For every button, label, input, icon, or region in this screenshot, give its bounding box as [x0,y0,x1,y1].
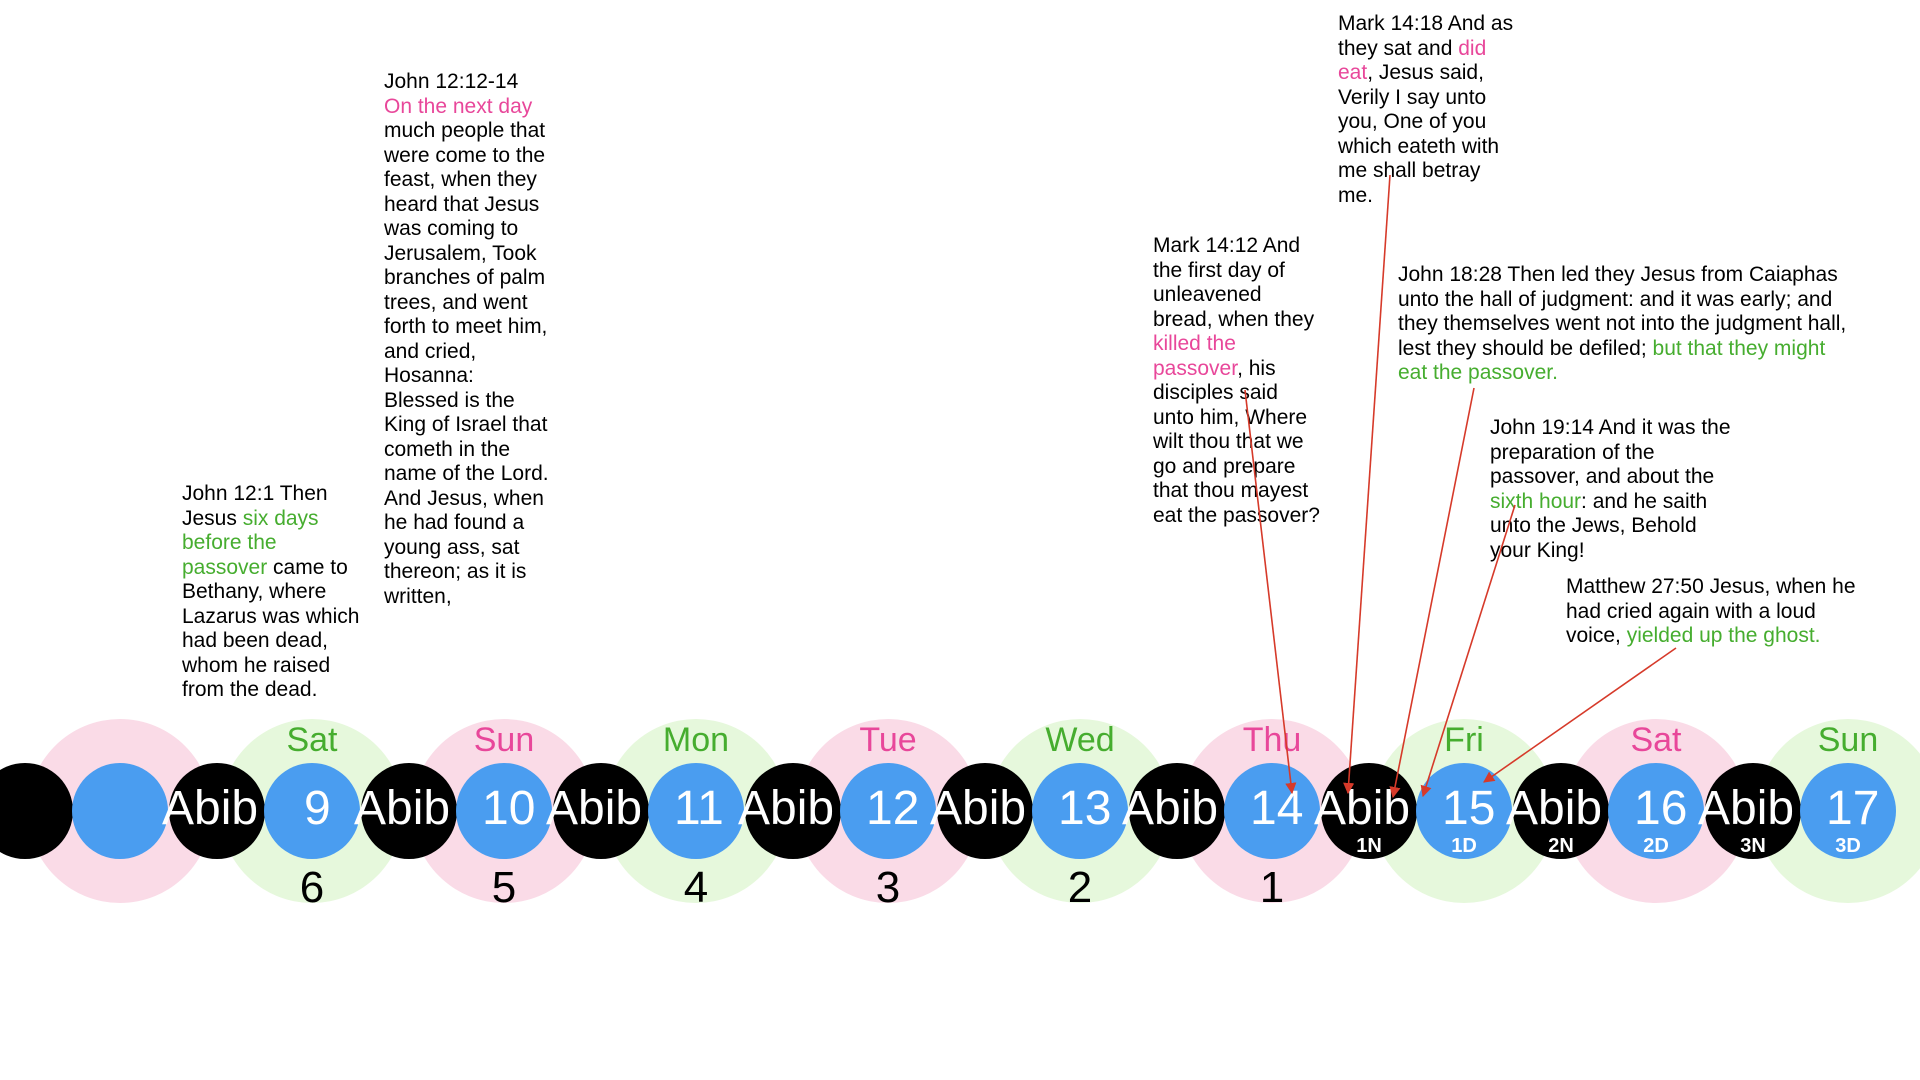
night-dot [361,763,457,859]
day-label: 3D [1835,835,1861,857]
night-label: 1N [1356,835,1382,857]
abib-label: Abib [930,782,1027,835]
verse-text: John 19:14 And it was the preparation of… [1490,416,1731,488]
arrow [1343,174,1391,795]
arrow [1483,647,1677,783]
countdown-number: 5 [491,863,517,912]
highlighted-phrase: killed the passover [1153,332,1238,380]
highlighted-phrase: six days before the passover [182,506,319,579]
verse-text: came to Bethany, where Lazarus was which… [182,555,360,702]
night-dot [1321,763,1417,859]
day-name: Sat [1630,721,1682,759]
abib-label: Abib [354,782,451,835]
day-dot [1800,763,1896,859]
night-dot [553,763,649,859]
arrow [1420,504,1516,798]
abib-day-number: 16 [1634,782,1688,835]
verse-text: John 18:28 Then led they Jesus from Caia… [1398,263,1847,360]
day-dot [840,763,936,859]
countdown-number: 3 [875,863,901,912]
day-dot [1416,763,1512,859]
night-dot [1129,763,1225,859]
day-dot [1032,763,1128,859]
verse-text: much people that were come to the feast,… [384,119,549,608]
day-label: 2D [1643,835,1669,857]
abib-label: Abib [546,782,643,835]
verse-text: John 12:1 Then Jesus [182,482,328,530]
abib-day-number: 17 [1826,782,1880,835]
day-dot [456,763,552,859]
verse-text: John 12:12-14 [384,70,519,93]
abib-label: Abib [1506,782,1603,835]
day-label: 1D [1451,835,1477,857]
day-name: Sun [1817,721,1879,759]
abib-label: Abib [1698,782,1795,835]
night-dot [745,763,841,859]
day-dot [648,763,744,859]
arrow [1389,387,1475,799]
verse-text: Mark 14:12 And the first day of unleaven… [1153,234,1315,331]
abib-day-number: 9 [304,782,331,835]
note-mark-14-18: Mark 14:18 And as they sat and did eat, … [1338,12,1518,208]
verse-text: : and he saith unto the Jews, Behold you… [1490,489,1708,562]
note-john-18-28: John 18:28 Then led they Jesus from Caia… [1398,263,1858,386]
abib-label: Abib [738,782,835,835]
countdown-number: 4 [683,863,709,912]
abib-day-number: 13 [1058,782,1112,835]
abib-day-number: 10 [482,782,536,835]
arrow [1244,389,1297,795]
night-label: 2N [1548,835,1574,857]
countdown-number: 1 [1259,863,1285,912]
note-john-12-1: John 12:1 Then Jesus six days before the… [182,482,367,703]
note-john-19-14: John 19:14 And it was the preparation of… [1490,416,1735,563]
abib-label: Abib [162,782,259,835]
highlighted-phrase: yielded up the ghost. [1626,624,1821,647]
night-dot [937,763,1033,859]
night-dot [1513,763,1609,859]
day-name: Sun [473,721,535,759]
day-dot [72,763,168,859]
night-dot [169,763,265,859]
abib-day-number: 11 [674,782,724,835]
note-john-12-12: John 12:12-14 On the next day much peopl… [384,70,550,609]
day-dot [1608,763,1704,859]
abib-day-number: 15 [1442,782,1496,835]
countdown-number: 6 [299,863,325,912]
day-dot [1224,763,1320,859]
day-name: Fri [1444,721,1484,759]
abib-label: Abib [1122,782,1219,835]
day-name: Wed [1045,721,1115,759]
day-name: Tue [859,721,917,759]
verse-text: , Jesus said, Verily I say unto you, One… [1338,61,1500,207]
night-dot [1705,763,1801,859]
day-name: Mon [662,721,730,759]
highlighted-phrase: did eat [1338,36,1487,85]
note-matthew-27-50: Matthew 27:50 Jesus, when he had cried a… [1566,575,1866,649]
day-name: Sat [286,721,338,759]
day-dot [264,763,360,859]
abib-day-number: 12 [866,782,920,835]
verse-text: Mark 14:18 And as they sat and [1338,12,1514,60]
highlighted-phrase: On the next day [384,94,533,118]
verse-text: Matthew 27:50 Jesus, when he had cried a… [1566,575,1856,647]
day-name: Thu [1242,721,1302,759]
countdown-number: 2 [1067,863,1093,912]
night-label: 3N [1740,835,1766,857]
highlighted-phrase: sixth hour [1490,489,1582,513]
highlighted-phrase: but that they might eat the passover. [1398,336,1826,385]
